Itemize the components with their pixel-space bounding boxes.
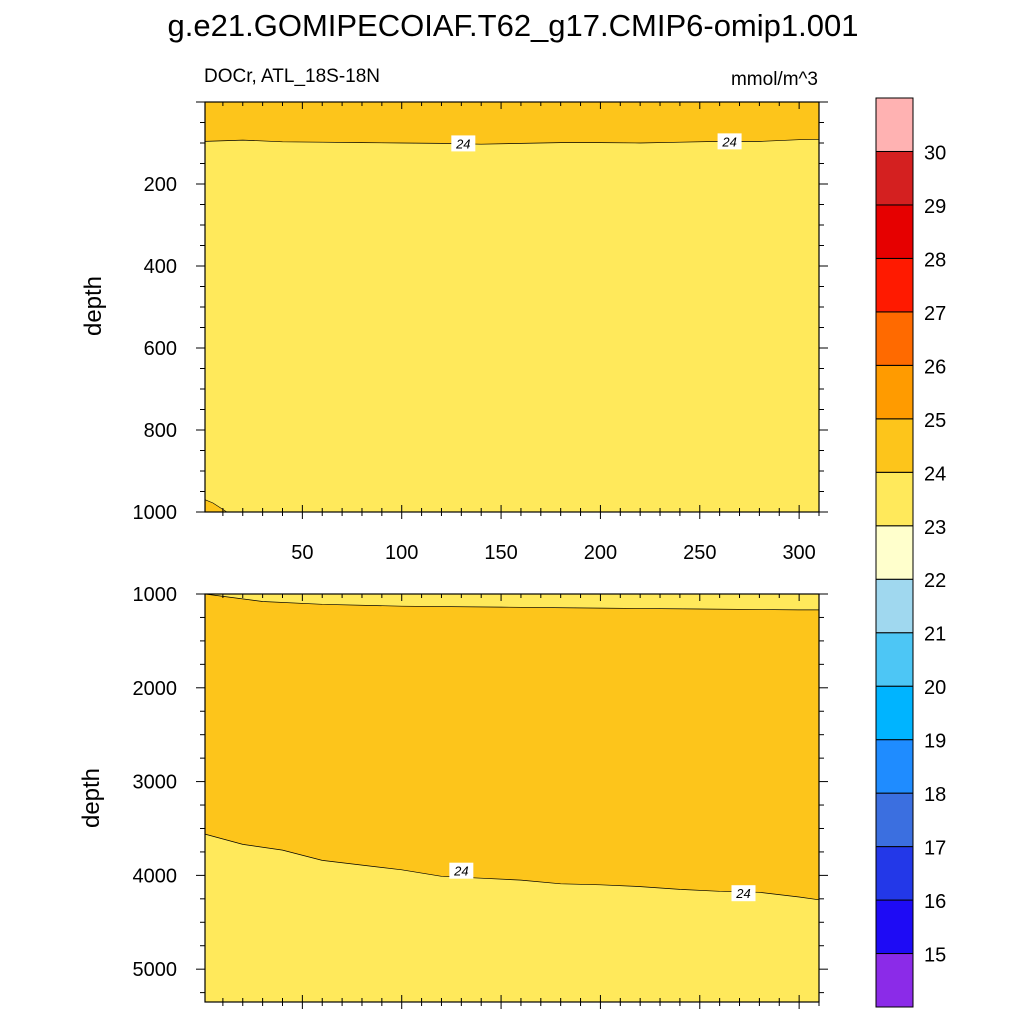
y-tick-label: 800 [144, 420, 177, 442]
contour-label: 24 [455, 136, 470, 151]
upper-panel-ylabel: depth [80, 276, 107, 336]
contour-line-24 [204, 593, 819, 611]
y-tick-label: 600 [144, 338, 177, 360]
x-tick-label: 150 [484, 542, 517, 564]
colorbar-swatch [875, 578, 914, 634]
colorbar-label: 22 [924, 570, 946, 592]
x-tick-label: 300 [782, 542, 815, 564]
colorbar-label: 15 [924, 945, 946, 967]
colorbar-label: 29 [924, 196, 946, 218]
colorbar-label: 21 [924, 624, 946, 646]
contour-label: 24 [453, 864, 468, 879]
upper-panel: 24 24 50 100 150 200 250 300 200 400 600 800 1000 [133, 101, 828, 564]
colorbar-swatch [875, 632, 914, 687]
colorbar-swatch [875, 525, 914, 580]
colorbar-label: 27 [924, 303, 946, 325]
colorbar-swatch [875, 364, 914, 420]
colorbar-swatch [875, 418, 914, 473]
plot-frame [204, 593, 820, 1003]
colorbar-label: 24 [924, 463, 946, 485]
colorbar-label: 17 [924, 838, 946, 860]
contour-label: 24 [721, 134, 736, 149]
contour-label-box [449, 862, 474, 879]
contour-fill-region [205, 499, 227, 512]
x-tick-label: 50 [291, 542, 313, 564]
colorbar-swatch [875, 739, 914, 794]
colorbar-swatch [875, 685, 914, 741]
contour-fill-region [205, 139, 819, 513]
colorbar-label: 16 [924, 891, 946, 913]
y-tick-label: 1000 [133, 584, 178, 606]
colorbar-swatch [875, 97, 914, 152]
colorbar: 15 16 17 18 19 20 21 22 23 24 25 26 27 28 29 30 [875, 97, 946, 1008]
colorbar-label: 28 [924, 249, 946, 271]
colorbar-label: 23 [924, 517, 946, 539]
lower-panel-ylabel: depth [78, 768, 105, 828]
y-tick-label: 3000 [133, 772, 178, 794]
contour-fill-region [205, 594, 819, 610]
colorbar-swatch [875, 204, 914, 259]
colorbar-swatch [875, 953, 914, 1008]
colorbar-label: 30 [924, 142, 946, 164]
y-tick-label: 5000 [133, 959, 178, 981]
colorbar-swatch [875, 899, 914, 955]
contour-label: 24 [735, 886, 750, 901]
y-tick-label: 1000 [133, 502, 178, 524]
y-tick-label: 200 [144, 174, 177, 196]
colorbar-swatch [875, 471, 914, 527]
x-tick-label: 100 [385, 542, 418, 564]
colorbar-swatch [875, 311, 914, 366]
contour-label-box [731, 885, 756, 902]
colorbar-swatch [875, 792, 914, 848]
x-tick-label: 200 [584, 542, 617, 564]
contour-line-24 [204, 499, 228, 513]
y-tick-label: 4000 [133, 865, 178, 887]
colorbar-label: 20 [924, 677, 946, 699]
contour-label-box [451, 135, 476, 152]
contour-fill-region [205, 834, 819, 1002]
colorbar-label: 18 [924, 784, 946, 806]
colorbar-label: 25 [924, 410, 946, 432]
colorbar-label: 19 [924, 731, 946, 753]
y-tick-label: 2000 [133, 678, 178, 700]
colorbar-swatch [875, 846, 914, 901]
x-tick-label: 250 [683, 542, 716, 564]
contour-label-box [717, 133, 742, 150]
colorbar-swatch [875, 150, 914, 206]
colorbar-label: 26 [924, 356, 946, 378]
units-label: mmol/m^3 [731, 69, 818, 90]
chart-title: g.e21.GOMIPECOIAF.T62_g17.CMIP6-omip1.00… [168, 8, 859, 43]
colorbar-swatch [875, 257, 914, 313]
lower-panel: 24 24 1000 2000 3000 4000 5000 [133, 584, 828, 1009]
y-tick-label: 400 [144, 256, 177, 278]
variable-label: DOCr, ATL_18S-18N [204, 66, 380, 87]
